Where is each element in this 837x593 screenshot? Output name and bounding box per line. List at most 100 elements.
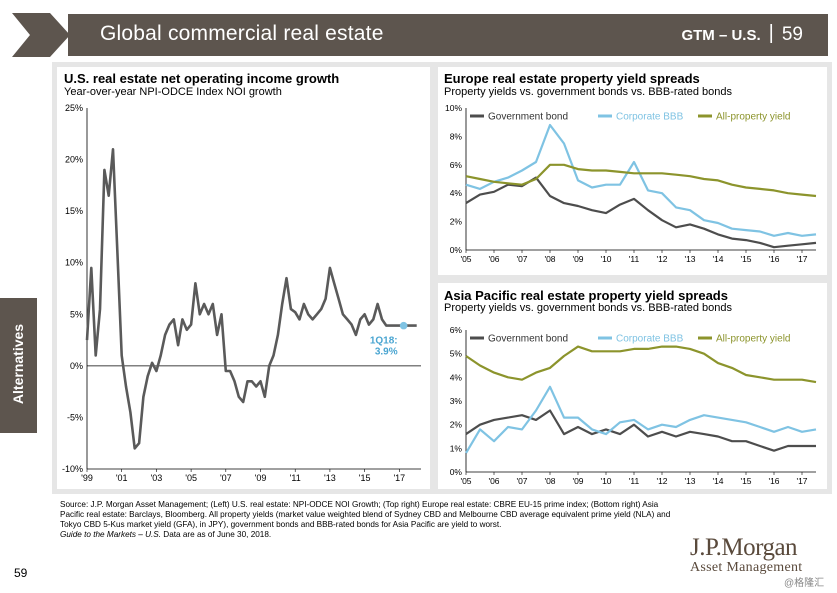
x-tick-label: '08: [544, 476, 555, 486]
legend-label: Government bond: [488, 112, 568, 123]
y-tick-label: 10%: [445, 103, 462, 113]
asia-yield-chart: 6% 5% 4% 3% 2% 1% 0%'05 '06 '07 '08 '09 '10 '11 '12 '1…: [450, 325, 817, 486]
logo-line1: J.P.Morgan: [690, 534, 798, 561]
x-tick-label: '17: [393, 473, 405, 483]
series-line-corporate-bbb: [465, 123, 817, 237]
y-tick-label: 5%: [450, 349, 463, 359]
legend-label: All-property yield: [716, 334, 790, 345]
europe-yield-chart: 10% 8% 6% 4% 2% 0%'05 '06 '07 '08 '09 '10 '11 '12 '13…: [445, 103, 817, 264]
x-tick-label: '13: [684, 254, 695, 264]
legend-label: All-property yield: [716, 112, 790, 123]
x-tick-label: '06: [488, 476, 499, 486]
y-tick-label: 10%: [65, 258, 83, 268]
series-line-noi: [85, 147, 417, 450]
x-tick-label: '10: [600, 254, 611, 264]
x-tick-label: '99: [81, 473, 93, 483]
side-tab: [0, 298, 37, 433]
y-tick-label: 0%: [450, 467, 463, 477]
x-tick-label: '15: [359, 473, 371, 483]
x-tick-label: '15: [740, 254, 751, 264]
y-tick-label: 20%: [65, 155, 83, 165]
jpmorgan-logo: J.P.Morgan Asset Management: [690, 534, 803, 576]
y-tick-label: 0%: [70, 361, 83, 371]
y-tick-label: 2%: [450, 217, 463, 227]
series-line-government-bond: [465, 176, 817, 249]
x-tick-label: '01: [116, 473, 128, 483]
europe-chart-panel: [438, 67, 827, 275]
x-tick-label: '14: [712, 476, 723, 486]
x-tick-label: '09: [572, 476, 583, 486]
y-tick-label: 2%: [450, 420, 463, 430]
x-tick-label: '16: [768, 476, 779, 486]
header-page-number: 59: [781, 24, 803, 45]
legend-label: Government bond: [488, 334, 568, 345]
x-tick-label: '13: [324, 473, 336, 483]
x-tick-label: '05: [185, 473, 197, 483]
watermark: @格隆汇: [784, 578, 825, 589]
series-line-all-property-yield: [465, 345, 817, 384]
data-date: Data are as of June 30, 2018.: [161, 530, 272, 539]
x-tick-label: '11: [629, 476, 640, 486]
y-tick-label: 25%: [65, 103, 83, 113]
asia-chart-title: Asia Pacific real estate property yield …: [444, 288, 728, 303]
x-tick-label: '05: [460, 476, 471, 486]
x-tick-label: '10: [600, 476, 611, 486]
endpoint-marker: [399, 321, 408, 330]
logo-line2: Asset Management: [690, 560, 803, 575]
x-tick-label: '07: [220, 473, 232, 483]
europe-chart-title: Europe real estate property yield spread…: [444, 71, 700, 86]
asia-chart-subtitle: Property yields vs. government bonds vs.…: [444, 302, 732, 314]
y-tick-label: -10%: [62, 464, 83, 474]
series-line-corporate-bbb: [465, 385, 817, 454]
y-tick-label: 6%: [450, 325, 463, 335]
header-right: GTM – U.S. | 59: [681, 22, 803, 46]
y-tick-label: 8%: [450, 131, 463, 141]
footer-page-number: 59: [14, 566, 28, 580]
x-tick-label: '09: [572, 254, 583, 264]
x-tick-label: '16: [768, 254, 779, 264]
x-tick-label: '03: [151, 473, 163, 483]
source-note: Source: J.P. Morgan Asset Management; (L…: [60, 500, 680, 540]
x-tick-label: '07: [516, 476, 527, 486]
x-tick-label: '14: [712, 254, 723, 264]
x-tick-label: '12: [656, 476, 667, 486]
left-chart-subtitle: Year-over-year NPI-ODCE Index NOI growth: [64, 86, 282, 98]
guide-title: Guide to the Markets – U.S.: [60, 530, 162, 539]
x-tick-label: '15: [740, 476, 751, 486]
x-tick-label: '11: [629, 254, 640, 264]
x-tick-label: '06: [488, 254, 499, 264]
page-title: Global commercial real estate: [100, 22, 384, 45]
legend-label: Corporate BBB: [616, 112, 684, 123]
annotation-value: 3.9%: [375, 347, 398, 358]
x-tick-label: '07: [516, 254, 527, 264]
series-line-government-bond: [465, 409, 816, 452]
y-tick-label: 15%: [65, 206, 83, 216]
x-tick-label: '17: [796, 254, 807, 264]
header-arrow-icon: [12, 13, 70, 57]
y-tick-label: 6%: [450, 160, 463, 170]
left-chart-title: U.S. real estate net operating income gr…: [64, 71, 340, 86]
y-tick-label: 1%: [450, 443, 463, 453]
x-tick-label: '08: [544, 254, 555, 264]
x-tick-label: '09: [255, 473, 267, 483]
y-tick-label: 0%: [450, 245, 463, 255]
header-divider: |: [768, 22, 774, 44]
gtm-label: GTM – U.S.: [681, 26, 761, 44]
y-tick-label: 3%: [450, 396, 463, 406]
y-tick-label: 4%: [450, 372, 463, 382]
y-tick-label: 4%: [450, 188, 463, 198]
legend-label: Corporate BBB: [616, 334, 684, 345]
x-tick-label: '13: [684, 476, 695, 486]
asia-chart-panel: [438, 283, 827, 489]
x-tick-label: '17: [796, 476, 807, 486]
source-text: Source: J.P. Morgan Asset Management; (L…: [60, 500, 671, 529]
header-bar: [68, 14, 828, 56]
annotation-label: 1Q18:: [370, 336, 398, 347]
x-tick-label: '05: [460, 254, 471, 264]
y-tick-label: -5%: [67, 412, 83, 422]
y-tick-label: 5%: [70, 309, 83, 319]
x-tick-label: '12: [656, 254, 667, 264]
x-tick-label: '11: [290, 473, 301, 483]
series-line-all-property-yield: [465, 163, 817, 198]
europe-chart-subtitle: Property yields vs. government bonds vs.…: [444, 86, 732, 98]
